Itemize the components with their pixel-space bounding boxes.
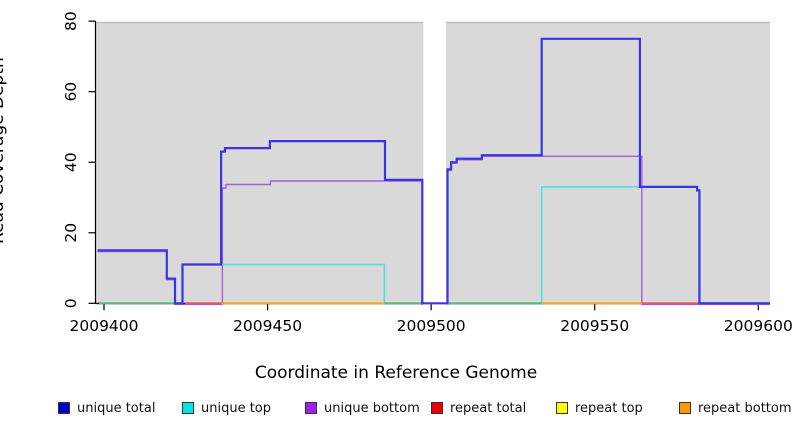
legend-label: unique total <box>77 400 156 416</box>
y-tick-label: 60 <box>62 82 80 102</box>
x-axis-label: Coordinate in Reference Genome <box>254 363 538 383</box>
legend-swatch-icon <box>431 402 443 414</box>
x-tick-label: 2009450 <box>233 317 302 335</box>
unique-total-line <box>97 37 770 305</box>
y-tick-label: 40 <box>62 152 80 172</box>
legend-swatch-icon <box>58 402 70 414</box>
x-tick-label: 2009600 <box>724 317 792 335</box>
x-tick-label: 2009400 <box>69 317 138 335</box>
y-axis-label: Read Coverage Depth <box>0 57 8 244</box>
legend-swatch-icon <box>556 402 568 414</box>
legend-label: unique top <box>201 400 272 416</box>
legend-item-repeat-bottom: repeat bottom <box>679 399 792 417</box>
legend-swatch-icon <box>679 402 691 414</box>
legend-item-unique-total: unique total <box>58 399 155 417</box>
legend-item-unique-top: unique top <box>182 399 271 417</box>
no-data-gap-band <box>423 21 447 305</box>
x-tick-label: 2009550 <box>560 317 629 335</box>
y-tick-label: 0 <box>62 298 80 308</box>
legend-swatch-icon <box>182 402 194 414</box>
y-tick-label: 20 <box>62 223 80 243</box>
legend-item-unique-bottom: unique bottom <box>305 399 420 417</box>
x-tick-label: 2009500 <box>397 317 466 335</box>
legend-item-repeat-top: repeat top <box>556 399 643 417</box>
legend-label: repeat bottom <box>698 400 792 416</box>
legend-label: repeat total <box>450 400 527 416</box>
legend-swatch-icon <box>305 402 317 414</box>
legend-item-repeat-total: repeat total <box>431 399 526 417</box>
legend-label: unique bottom <box>324 400 420 416</box>
legend: unique total unique top unique bottom repea… <box>0 399 792 421</box>
y-tick-label: 80 <box>62 11 80 31</box>
legend-label: repeat top <box>575 400 643 416</box>
